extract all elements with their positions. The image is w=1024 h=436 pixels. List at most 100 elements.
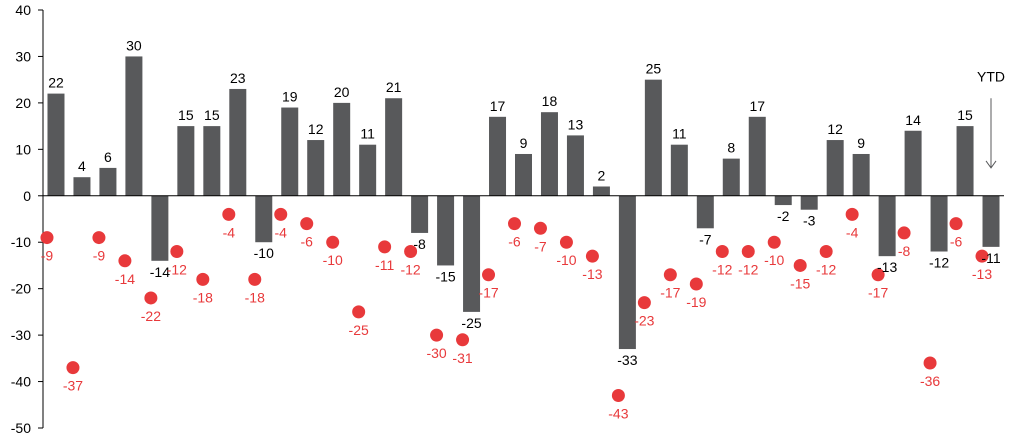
dot	[897, 226, 911, 240]
dot-label: -9	[41, 248, 54, 264]
bar-label: 6	[104, 149, 112, 165]
bar	[99, 167, 117, 196]
dot	[118, 254, 132, 268]
bar	[644, 79, 662, 196]
dot-label: -12	[400, 262, 420, 278]
dot	[663, 268, 677, 282]
bar	[385, 98, 403, 196]
dot	[741, 245, 755, 259]
bar-label: -14	[150, 264, 170, 280]
bar	[540, 112, 558, 196]
bar	[463, 195, 481, 312]
dot-label: -25	[349, 322, 369, 338]
bar	[359, 144, 377, 196]
bar	[489, 116, 507, 196]
bar-label: 25	[646, 61, 662, 77]
dot	[871, 268, 885, 282]
bar	[255, 195, 273, 243]
dot	[404, 245, 418, 259]
dot-label: -6	[300, 234, 313, 250]
dot	[689, 277, 703, 291]
bar	[826, 140, 844, 196]
dot-label: -6	[508, 234, 521, 250]
dot	[533, 221, 547, 235]
dot	[767, 235, 781, 249]
bar-label: 12	[827, 121, 843, 137]
dot-label: -12	[816, 262, 836, 278]
dot-label: -4	[846, 224, 859, 240]
dot-label: -23	[634, 313, 654, 329]
bar-label: 20	[334, 84, 350, 100]
ytd-label: YTD	[977, 69, 1005, 85]
bar-label: 11	[360, 126, 375, 142]
dot-label: -18	[245, 289, 265, 305]
dot-label: -30	[426, 345, 446, 361]
bar	[515, 153, 532, 196]
bar-label: -10	[254, 245, 274, 261]
bar-label: 19	[282, 89, 298, 105]
bar-label: 13	[568, 116, 584, 132]
dot-label: -6	[950, 234, 963, 250]
dot	[949, 217, 963, 231]
bar	[333, 102, 351, 196]
y-tick-label: -20	[11, 281, 31, 297]
bar-label: 23	[230, 70, 246, 86]
bar	[566, 135, 584, 196]
bar-label: 22	[48, 75, 64, 91]
bar-label: 15	[957, 107, 973, 123]
dot	[40, 231, 54, 245]
dot	[559, 235, 573, 249]
bar	[592, 186, 610, 196]
bar-label: 4	[78, 158, 86, 174]
bar-label: -33	[617, 352, 637, 368]
dot	[274, 207, 288, 221]
dot-label: -12	[738, 262, 758, 278]
bar	[618, 195, 636, 350]
bar	[177, 126, 195, 196]
y-tick-label: -10	[11, 234, 31, 250]
axes-layer: 40 30 20 10 0 -10 -20 -30 -40 -50	[11, 2, 1004, 436]
dot	[66, 361, 80, 375]
bar-label: -11	[981, 250, 1000, 266]
dot	[222, 207, 236, 221]
bar-label: 8	[727, 140, 735, 156]
y-tick-label: 0	[23, 188, 31, 204]
dot-label: -15	[790, 275, 810, 291]
bar	[125, 56, 143, 196]
bar-label: 11	[672, 126, 687, 142]
bar	[930, 195, 948, 252]
dot	[352, 305, 366, 319]
dot	[923, 356, 937, 370]
dot	[975, 249, 989, 263]
bar-label: 9	[857, 135, 865, 151]
bar-label: 15	[204, 107, 220, 123]
bar	[852, 153, 870, 196]
ytd-annotation: YTD	[977, 69, 1005, 169]
dot	[326, 235, 340, 249]
bar	[722, 158, 740, 196]
dot-label: -18	[193, 289, 213, 305]
bar-label: -25	[461, 315, 481, 331]
y-tick-label: 30	[15, 48, 31, 64]
dot-label: -8	[898, 243, 911, 259]
bar	[203, 126, 221, 196]
bar	[307, 140, 325, 196]
dot	[611, 388, 625, 402]
dot	[248, 272, 262, 286]
bar-label: 17	[749, 98, 765, 114]
dot-label: -9	[93, 248, 106, 264]
bar	[437, 195, 455, 266]
dot	[508, 217, 521, 231]
y-tick-label: 10	[15, 141, 31, 157]
dot-label: -10	[323, 252, 343, 268]
dot-label: -37	[63, 378, 83, 394]
dot	[144, 291, 158, 305]
bar-label: -3	[803, 213, 816, 229]
bar-label: 2	[598, 167, 606, 183]
bar	[229, 88, 247, 196]
bar	[281, 107, 299, 196]
bar	[696, 195, 714, 229]
bar	[748, 116, 766, 196]
y-tick-label: -50	[11, 420, 31, 436]
